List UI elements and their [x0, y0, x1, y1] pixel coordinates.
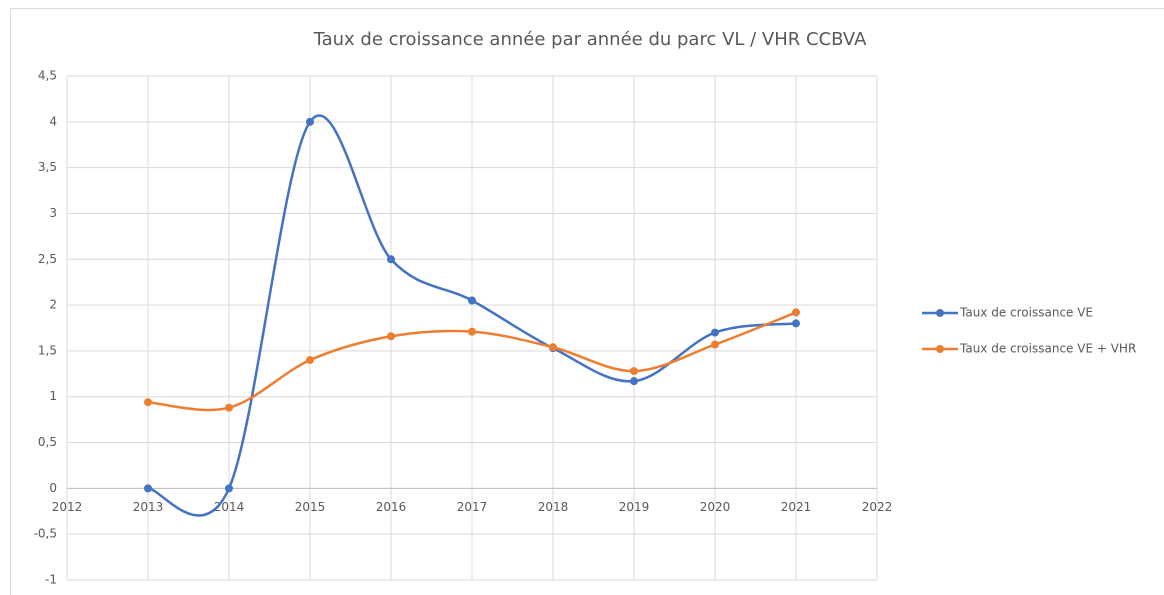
- y-tick-label: -1: [45, 573, 57, 587]
- data-point: [630, 377, 638, 386]
- legend-marker: [936, 309, 944, 317]
- data-point: [792, 319, 800, 328]
- data-point: [711, 328, 719, 337]
- data-point: [144, 398, 152, 407]
- y-tick-label: 4: [49, 114, 57, 128]
- x-tick-label: 2013: [133, 500, 164, 514]
- y-tick-label: 2,5: [38, 252, 57, 266]
- y-tick-label: 1,5: [38, 343, 57, 357]
- data-point: [306, 117, 314, 126]
- x-tick-label: 2012: [52, 500, 83, 514]
- y-tick-label: 1: [49, 389, 57, 403]
- x-tick-label: 2022: [862, 500, 893, 514]
- data-point: [144, 484, 152, 493]
- data-point: [468, 296, 476, 305]
- x-tick-label: 2021: [781, 500, 812, 514]
- y-tick-label: 0: [49, 481, 57, 495]
- y-tick-label: 0,5: [38, 435, 57, 449]
- data-point: [387, 332, 395, 341]
- data-point: [225, 484, 233, 493]
- data-point: [711, 340, 719, 349]
- data-point: [387, 255, 395, 264]
- legend-label: Taux de croissance VE + VHR: [959, 342, 1136, 356]
- y-tick-label: 3: [49, 206, 57, 220]
- x-tick-label: 2016: [376, 500, 407, 514]
- legend-label: Taux de croissance VE: [959, 306, 1093, 320]
- x-tick-label: 2019: [619, 500, 650, 514]
- x-tick-label: 2017: [457, 500, 488, 514]
- data-point: [225, 403, 233, 412]
- data-point: [630, 367, 638, 376]
- y-tick-label: -0,5: [34, 527, 57, 541]
- chart-title: Taux de croissance année par année du pa…: [313, 29, 868, 50]
- data-point: [792, 308, 800, 317]
- y-tick-label: 4,5: [38, 69, 57, 83]
- x-tick-label: 2018: [538, 500, 569, 514]
- data-point: [468, 327, 476, 336]
- data-point: [549, 343, 557, 352]
- chart-frame: [10, 8, 1164, 595]
- legend-marker: [936, 345, 944, 353]
- x-tick-label: 2020: [700, 500, 731, 514]
- x-tick-label: 2015: [295, 500, 326, 514]
- y-tick-label: 3,5: [38, 160, 57, 174]
- y-tick-label: 2: [49, 298, 57, 312]
- data-point: [306, 356, 314, 365]
